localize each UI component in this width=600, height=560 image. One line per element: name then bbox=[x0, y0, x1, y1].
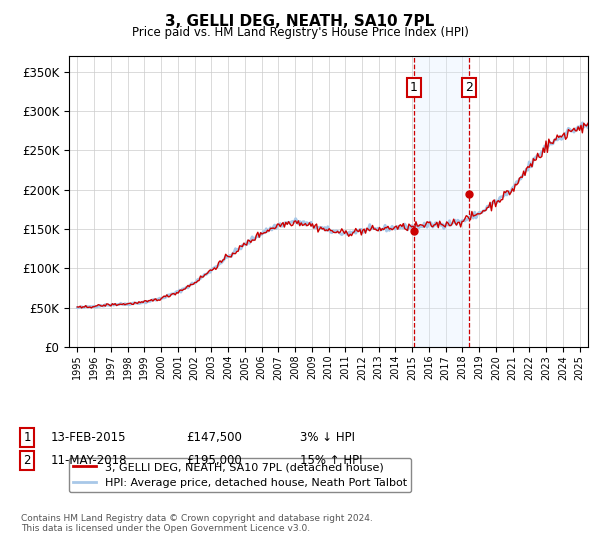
Text: Contains HM Land Registry data © Crown copyright and database right 2024.
This d: Contains HM Land Registry data © Crown c… bbox=[21, 514, 373, 533]
Text: 11-MAY-2018: 11-MAY-2018 bbox=[51, 454, 128, 467]
Text: Price paid vs. HM Land Registry's House Price Index (HPI): Price paid vs. HM Land Registry's House … bbox=[131, 26, 469, 39]
Bar bbox=[414, 56, 469, 347]
Text: £195,000: £195,000 bbox=[186, 454, 242, 467]
Text: 2: 2 bbox=[464, 81, 473, 94]
Text: 13-FEB-2015: 13-FEB-2015 bbox=[51, 431, 127, 445]
Text: £147,500: £147,500 bbox=[186, 431, 242, 445]
Text: 3% ↓ HPI: 3% ↓ HPI bbox=[300, 431, 355, 445]
Text: 2: 2 bbox=[23, 454, 31, 467]
Text: 3, GELLI DEG, NEATH, SA10 7PL: 3, GELLI DEG, NEATH, SA10 7PL bbox=[166, 14, 434, 29]
Text: 1: 1 bbox=[23, 431, 31, 445]
Text: 15% ↑ HPI: 15% ↑ HPI bbox=[300, 454, 362, 467]
Text: 1: 1 bbox=[410, 81, 418, 94]
Legend: 3, GELLI DEG, NEATH, SA10 7PL (detached house), HPI: Average price, detached hou: 3, GELLI DEG, NEATH, SA10 7PL (detached … bbox=[69, 458, 411, 492]
